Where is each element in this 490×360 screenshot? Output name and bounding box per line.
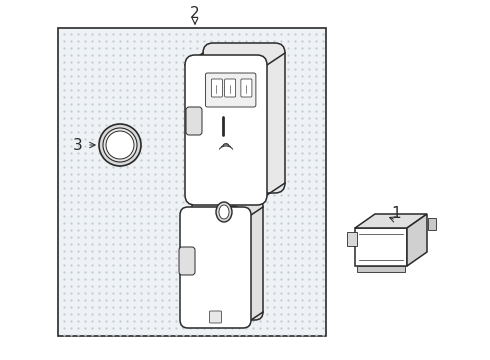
FancyBboxPatch shape — [241, 79, 252, 97]
Circle shape — [106, 131, 134, 159]
FancyBboxPatch shape — [180, 207, 251, 328]
Text: 2: 2 — [190, 5, 200, 21]
Bar — [355, 228, 407, 266]
FancyBboxPatch shape — [224, 79, 236, 97]
FancyBboxPatch shape — [179, 247, 195, 275]
Polygon shape — [428, 218, 436, 230]
FancyBboxPatch shape — [211, 79, 222, 97]
FancyBboxPatch shape — [203, 43, 285, 193]
Text: 1: 1 — [391, 206, 401, 220]
FancyBboxPatch shape — [185, 55, 267, 205]
Bar — [357, 266, 405, 272]
FancyBboxPatch shape — [205, 73, 256, 107]
FancyBboxPatch shape — [210, 311, 221, 323]
Polygon shape — [407, 214, 427, 266]
Ellipse shape — [230, 209, 238, 221]
FancyBboxPatch shape — [186, 107, 202, 135]
Text: 3: 3 — [73, 138, 83, 153]
Bar — [58, 28, 326, 336]
FancyBboxPatch shape — [192, 199, 263, 320]
Polygon shape — [355, 214, 427, 228]
Bar — [347, 232, 357, 246]
Ellipse shape — [216, 202, 232, 222]
Ellipse shape — [227, 206, 241, 224]
Circle shape — [99, 124, 141, 166]
Circle shape — [103, 128, 137, 162]
Ellipse shape — [219, 205, 229, 219]
